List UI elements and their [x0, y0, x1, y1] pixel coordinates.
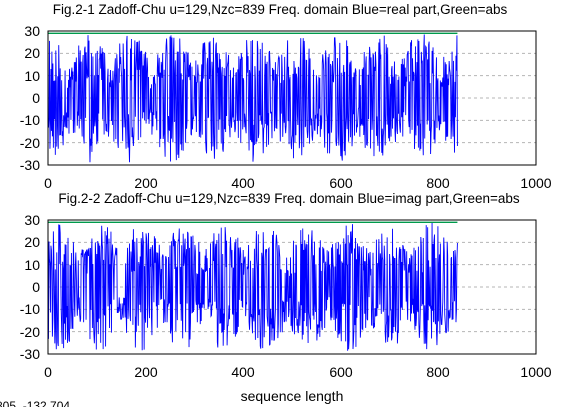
chart-1-ytick-label: -30 [20, 157, 40, 173]
chart-1-ytick-label: 0 [32, 90, 40, 106]
chart-1-xtick-label: 1000 [520, 175, 551, 191]
chart-panel-2: Fig.2-2 Zadoff-Chu u=129,Nzc=839 Freq. d… [20, 191, 552, 404]
chart-1-ytick-label: -10 [20, 112, 40, 128]
chart-2-plot [48, 221, 458, 351]
chart-2-ytick-label: -30 [20, 346, 40, 362]
chart-1-xtick-label: 600 [329, 175, 353, 191]
chart-2-xtick-label: 400 [231, 364, 255, 380]
chart-1-xtick-label: 400 [231, 175, 255, 191]
chart-2-yticks: 30 20 10 0 -10 -20 -30 [20, 212, 40, 362]
chart-1-ytick-label: 30 [24, 23, 40, 39]
chart-2-xticks: 0 200 400 600 800 1000 [44, 364, 552, 380]
chart-1-ytick-label: 10 [24, 68, 40, 84]
chart-2-xtick-label: 1000 [520, 364, 551, 380]
chart-2-title: Fig.2-2 Zadoff-Chu u=129,Nzc=839 Freq. d… [58, 191, 520, 206]
chart-2-xtick-label: 600 [329, 364, 353, 380]
chart-2-ytick-label: -10 [20, 301, 40, 317]
series-line-real-part [48, 34, 458, 163]
chart-1-xticks: 0 200 400 600 800 1000 [44, 175, 552, 191]
chart-2-ytick-label: 20 [24, 234, 40, 250]
chart-2-xtick-label: 0 [44, 364, 52, 380]
series-line-imag-part [48, 222, 458, 351]
chart-2-ytick-label: -20 [20, 324, 40, 340]
chart-1-plot [48, 32, 458, 163]
chart-2-axes-frame [47, 219, 537, 355]
chart-2-ytick-label: 30 [24, 212, 40, 228]
chart-2-xtick-label: 800 [426, 364, 450, 380]
chart-1-ytick-label: -20 [20, 135, 40, 151]
chart-2-ytick-label: 10 [24, 257, 40, 273]
chart-1-yticks: 30 20 10 0 -10 -20 -30 [20, 23, 40, 173]
chart-1-xtick-label: 0 [44, 175, 52, 191]
chart-2-xtick-label: 200 [134, 364, 158, 380]
chart-1-axes-frame [47, 30, 537, 166]
chart-1-xtick-label: 800 [426, 175, 450, 191]
chart-1-ytick-label: 20 [24, 45, 40, 61]
coordinate-readout: 2.805, -132.704 [0, 399, 70, 407]
chart-1-title: Fig.2-1 Zadoff-Chu u=129,Nzc=839 Freq. d… [53, 2, 508, 17]
chart-2-ytick-label: 0 [32, 279, 40, 295]
chart-panel-1: Fig.2-1 Zadoff-Chu u=129,Nzc=839 Freq. d… [20, 2, 552, 191]
chart-1-xtick-label: 200 [134, 175, 158, 191]
chart-2-x-axis-label: sequence length [241, 388, 344, 404]
